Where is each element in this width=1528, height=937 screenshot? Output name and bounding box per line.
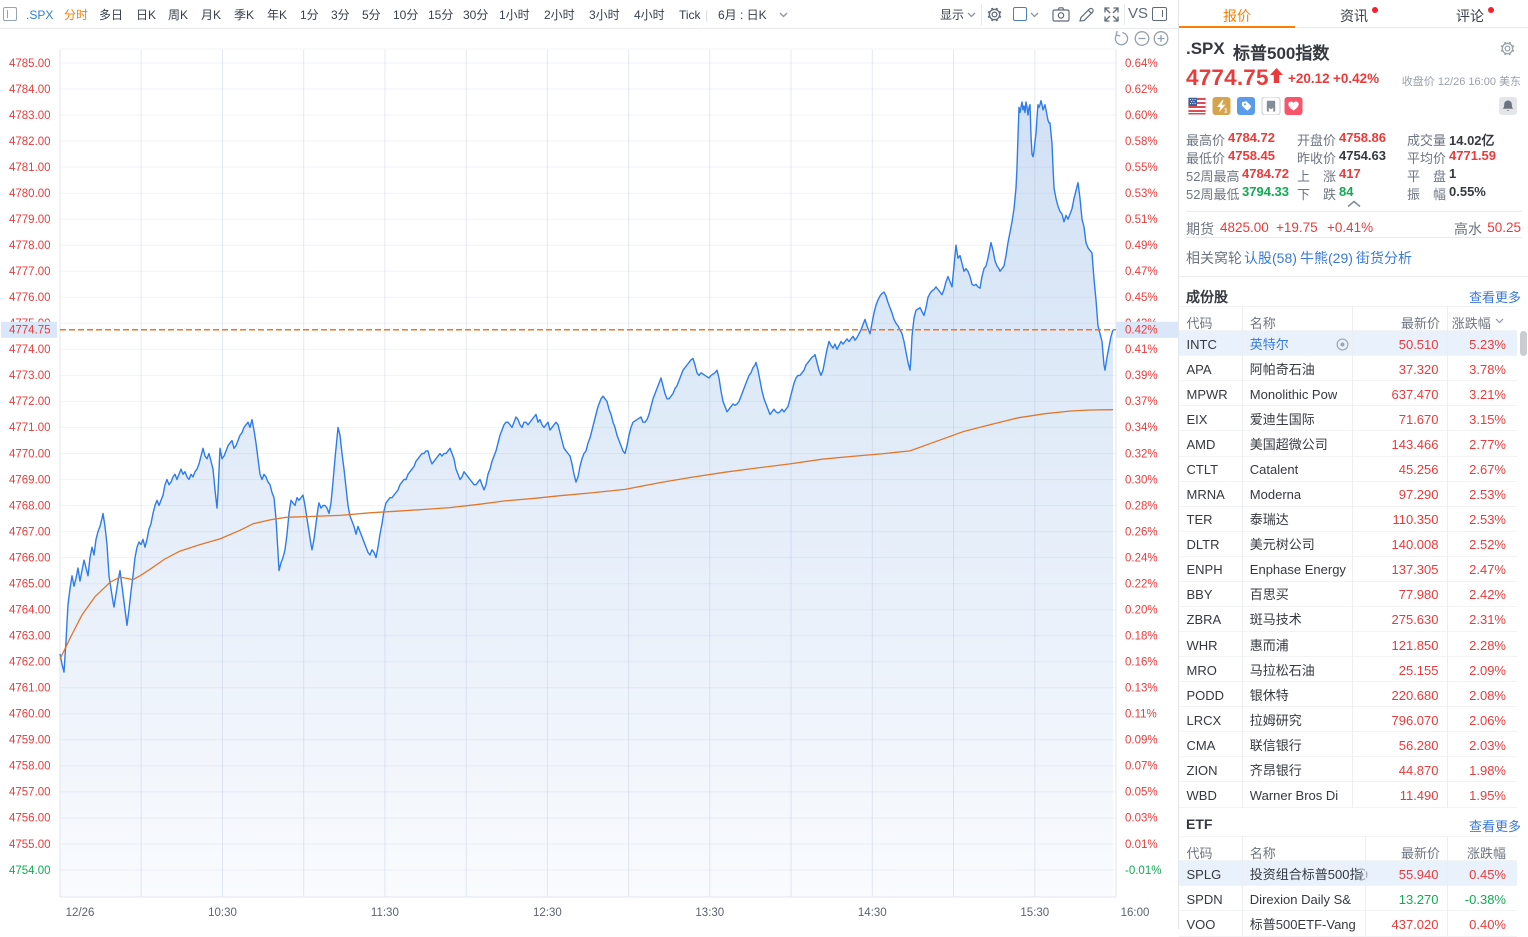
- svg-text:4768.00: 4768.00: [9, 500, 51, 512]
- svg-text:0.05%: 0.05%: [1125, 787, 1158, 799]
- svg-text:4783.00: 4783.00: [9, 110, 51, 122]
- svg-text:4754.00: 4754.00: [9, 865, 51, 877]
- svg-text:4772.00: 4772.00: [9, 396, 51, 408]
- svg-text:4759.00: 4759.00: [9, 735, 51, 747]
- svg-text:4780.00: 4780.00: [9, 188, 51, 200]
- svg-text:0.30%: 0.30%: [1125, 474, 1158, 486]
- svg-text:4773.00: 4773.00: [9, 370, 51, 382]
- svg-text:4774.00: 4774.00: [9, 344, 51, 356]
- svg-text:4767.00: 4767.00: [9, 526, 51, 538]
- svg-text:4781.00: 4781.00: [9, 162, 51, 174]
- svg-text:0.60%: 0.60%: [1125, 110, 1158, 122]
- svg-text:1: 1: [1224, 108, 1228, 115]
- svg-text:4757.00: 4757.00: [9, 787, 51, 799]
- svg-text:0.64%: 0.64%: [1125, 58, 1158, 70]
- svg-text:0.24%: 0.24%: [1125, 552, 1158, 564]
- svg-text:0.49%: 0.49%: [1125, 240, 1158, 252]
- svg-text:0.13%: 0.13%: [1125, 683, 1158, 695]
- svg-text:4778.00: 4778.00: [9, 240, 51, 252]
- svg-text:-0.01%: -0.01%: [1125, 865, 1161, 877]
- svg-text:4756.00: 4756.00: [9, 813, 51, 825]
- svg-text:0.09%: 0.09%: [1125, 735, 1158, 747]
- svg-text:4763.00: 4763.00: [9, 631, 51, 643]
- svg-text:0.39%: 0.39%: [1125, 370, 1158, 382]
- svg-text:4765.00: 4765.00: [9, 578, 51, 590]
- svg-text:0.20%: 0.20%: [1125, 605, 1158, 617]
- svg-text:12:30: 12:30: [533, 907, 562, 919]
- svg-text:4771.00: 4771.00: [9, 422, 51, 434]
- svg-text:0.18%: 0.18%: [1125, 631, 1158, 643]
- svg-text:4774.75: 4774.75: [9, 325, 51, 337]
- svg-text:4761.00: 4761.00: [9, 683, 51, 695]
- svg-text:0.47%: 0.47%: [1125, 266, 1158, 278]
- svg-text:4755.00: 4755.00: [9, 839, 51, 851]
- svg-text:4769.00: 4769.00: [9, 474, 51, 486]
- svg-text:11:30: 11:30: [371, 907, 399, 919]
- svg-text:0.42%: 0.42%: [1125, 325, 1158, 337]
- svg-text:0.16%: 0.16%: [1125, 657, 1158, 669]
- svg-text:4777.00: 4777.00: [9, 266, 51, 278]
- svg-text:16:00: 16:00: [1121, 907, 1150, 919]
- svg-text:4784.00: 4784.00: [9, 84, 51, 96]
- svg-text:4785.00: 4785.00: [9, 58, 51, 70]
- svg-text:14:30: 14:30: [858, 907, 887, 919]
- svg-text:0.07%: 0.07%: [1125, 761, 1158, 773]
- svg-text:0.55%: 0.55%: [1125, 162, 1158, 174]
- svg-text:4762.00: 4762.00: [9, 657, 51, 669]
- svg-text:0.37%: 0.37%: [1125, 396, 1158, 408]
- svg-text:4766.00: 4766.00: [9, 552, 51, 564]
- svg-text:4760.00: 4760.00: [9, 709, 51, 721]
- svg-text:0.62%: 0.62%: [1125, 84, 1158, 96]
- svg-text:0.41%: 0.41%: [1125, 344, 1158, 356]
- svg-text:13:30: 13:30: [695, 907, 724, 919]
- svg-text:0.26%: 0.26%: [1125, 526, 1158, 538]
- svg-text:0.51%: 0.51%: [1125, 214, 1158, 226]
- svg-text:4770.00: 4770.00: [9, 448, 51, 460]
- svg-text:0.58%: 0.58%: [1125, 136, 1158, 148]
- svg-text:10:30: 10:30: [208, 907, 237, 919]
- svg-text:4776.00: 4776.00: [9, 292, 51, 304]
- svg-text:0.32%: 0.32%: [1125, 448, 1158, 460]
- svg-text:4782.00: 4782.00: [9, 136, 51, 148]
- svg-text:0.22%: 0.22%: [1125, 578, 1158, 590]
- svg-text:4779.00: 4779.00: [9, 214, 51, 226]
- svg-text:15:30: 15:30: [1020, 907, 1049, 919]
- svg-text:4758.00: 4758.00: [9, 761, 51, 773]
- svg-text:0.03%: 0.03%: [1125, 813, 1158, 825]
- svg-text:0.01%: 0.01%: [1125, 839, 1158, 851]
- svg-text:0.34%: 0.34%: [1125, 422, 1158, 434]
- svg-text:0.45%: 0.45%: [1125, 292, 1158, 304]
- svg-text:0.53%: 0.53%: [1125, 188, 1158, 200]
- svg-text:0.11%: 0.11%: [1125, 709, 1157, 721]
- svg-text:0.28%: 0.28%: [1125, 500, 1158, 512]
- svg-text:4764.00: 4764.00: [9, 605, 51, 617]
- svg-text:12/26: 12/26: [66, 907, 95, 919]
